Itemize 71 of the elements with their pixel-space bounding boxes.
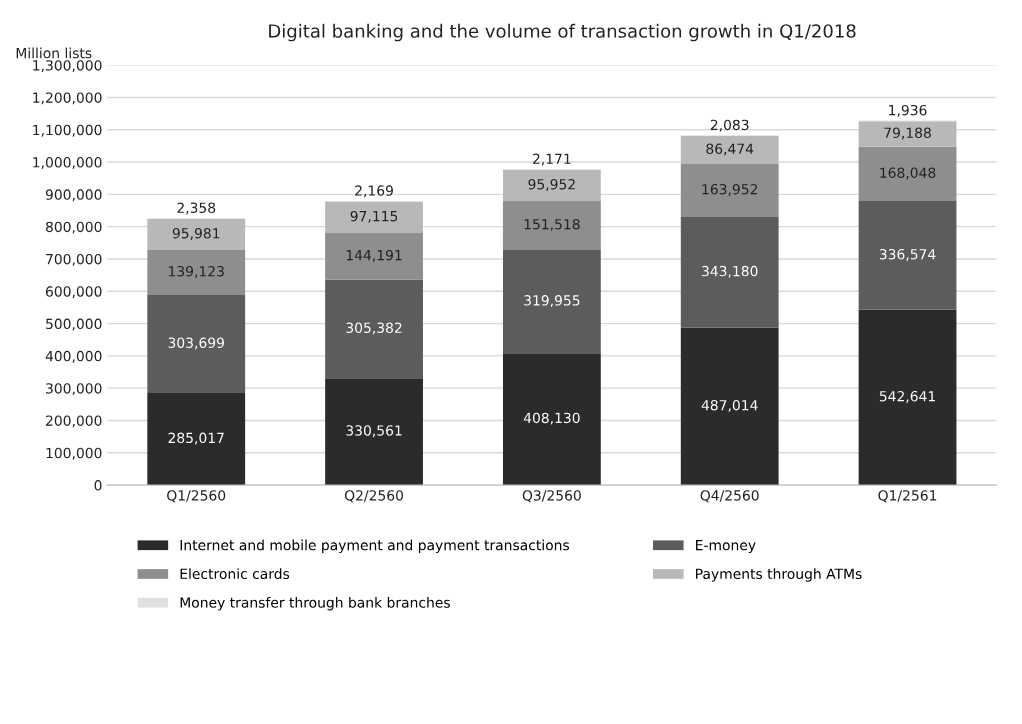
chart-title: Digital banking and the volume of transaction growth in Q1/2018 [269, 23, 856, 42]
data-label: 144,191 [346, 249, 402, 262]
bar [502, 353, 601, 486]
x-tick-label: Q1/2560 [167, 490, 226, 503]
y-tick-label: 500,000 [46, 318, 102, 331]
x-tick-label: Q2/2560 [344, 490, 404, 503]
data-label: 343,180 [702, 265, 758, 278]
bar [147, 249, 246, 295]
bar [325, 233, 423, 280]
y-tick-label: 1,300,000 [33, 60, 102, 73]
bar [858, 121, 957, 147]
y-tick-label: 300,000 [46, 383, 102, 396]
data-label: 2,083 [710, 119, 749, 132]
y-tick-label: 900,000 [45, 189, 102, 202]
y-tick-label: 600,000 [45, 286, 102, 299]
data-label: 319,955 [524, 295, 580, 308]
data-label: 97,115 [350, 210, 398, 223]
legend-label: Electronic cards [180, 568, 290, 580]
y-tick-label: 0 [94, 480, 102, 491]
data-label: 408,130 [523, 412, 580, 425]
data-label: 139,123 [169, 265, 224, 278]
y-tick-label: 1,100,000 [33, 124, 102, 137]
data-label: 330,561 [346, 425, 402, 438]
y-tick-label: 1,000,000 [33, 157, 102, 169]
y-axis-title: Million lists [16, 47, 92, 59]
data-label: 95,981 [172, 228, 220, 240]
data-label: 303,699 [168, 337, 224, 350]
bar [502, 249, 601, 354]
y-tick-label: 100,000 [46, 447, 102, 460]
y-tick-label: 200,000 [46, 415, 102, 428]
bar [680, 136, 779, 164]
bar [325, 378, 423, 486]
bar [147, 393, 246, 486]
bar [325, 201, 423, 234]
data-label: 2,169 [355, 185, 393, 198]
y-tick-label: 800,000 [45, 221, 102, 234]
data-label: 2,171 [533, 153, 571, 166]
data-label: 285,017 [168, 432, 224, 445]
data-label: 1,936 [889, 104, 927, 117]
legend-label: E-money [696, 540, 756, 554]
y-tick-label: 400,000 [45, 350, 102, 363]
bar [325, 279, 423, 379]
bar [502, 169, 601, 201]
bar [680, 163, 779, 217]
data-label: 95,952 [528, 178, 575, 191]
y-tick-label: 700,000 [46, 253, 102, 266]
data-label: 86,474 [706, 143, 754, 156]
bar [858, 201, 957, 310]
bar [502, 200, 601, 250]
data-label: 542,641 [879, 390, 935, 403]
data-label: 2,358 [177, 202, 216, 215]
bar [858, 146, 957, 202]
bar [858, 309, 957, 486]
data-label: 163,952 [702, 183, 758, 196]
x-tick-label: Q3/2560 [522, 490, 581, 503]
data-label: 79,188 [884, 127, 931, 140]
y-tick-label: 1,200,000 [33, 92, 102, 105]
data-label: 305,382 [346, 322, 402, 335]
bar [680, 327, 779, 486]
legend-label: Money transfer through bank branches [180, 597, 450, 611]
bar [147, 218, 246, 250]
data-label: 487,014 [701, 399, 758, 412]
bar [147, 294, 246, 394]
legend-label: Payments through ATMs [696, 568, 862, 582]
x-tick-label: Q4/2560 [700, 490, 759, 503]
legend-label: Internet and mobile payment and payment transactions [180, 539, 570, 554]
data-label: 151,518 [524, 218, 580, 231]
bar [680, 216, 779, 328]
data-label: 168,048 [880, 167, 936, 180]
x-tick-label: Q1/2561 [878, 490, 937, 503]
data-label: 336,574 [879, 248, 936, 261]
